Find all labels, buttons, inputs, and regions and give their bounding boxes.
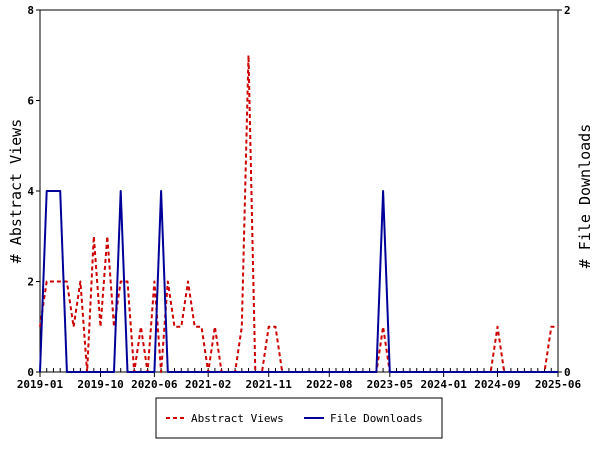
- left-y-axis: 0 2 4 6 8: [27, 4, 40, 379]
- x-tick-label: 2025-06: [535, 378, 582, 391]
- left-tick-label: 2: [27, 276, 34, 289]
- series-line-file-downloads: [39, 190, 558, 373]
- x-tick-label: 2021-02: [185, 378, 231, 391]
- x-tick-label: 2019-01: [17, 378, 64, 391]
- plot-area: [39, 9, 559, 373]
- left-tick-label: 6: [27, 95, 34, 108]
- x-tick-label: 2020-06: [131, 378, 178, 391]
- x-tick-label: 2024-09: [474, 378, 520, 391]
- series-layer: [39, 54, 558, 373]
- right-tick-label: 0: [564, 366, 571, 379]
- x-axis: 2019-01 2019-10 2020-06 2021-02 2021-11 2022-…: [17, 368, 582, 391]
- left-axis-title: # Abstract Views: [7, 119, 25, 264]
- legend-label-abstract-views: Abstract Views: [191, 412, 284, 425]
- left-tick-label: 4: [27, 185, 34, 198]
- legend-box: [155, 397, 443, 439]
- x-tick-label: 2021-11: [246, 378, 293, 391]
- x-tick-label: 2019-10: [77, 378, 123, 391]
- right-y-axis: 02: [558, 4, 571, 379]
- right-tick-label: 2: [564, 4, 571, 17]
- legend-label-file-downloads: File Downloads: [330, 412, 423, 425]
- x-tick-label: 2022-08: [306, 378, 352, 391]
- right-axis-title: # File Downloads: [576, 124, 594, 269]
- x-tick-label: 2024-01: [420, 378, 467, 391]
- left-tick-label: 8: [27, 4, 34, 17]
- x-tick-label: 2023-05: [367, 378, 413, 391]
- legend: Abstract Views File Downloads: [155, 397, 443, 439]
- left-tick-label: 0: [27, 366, 34, 379]
